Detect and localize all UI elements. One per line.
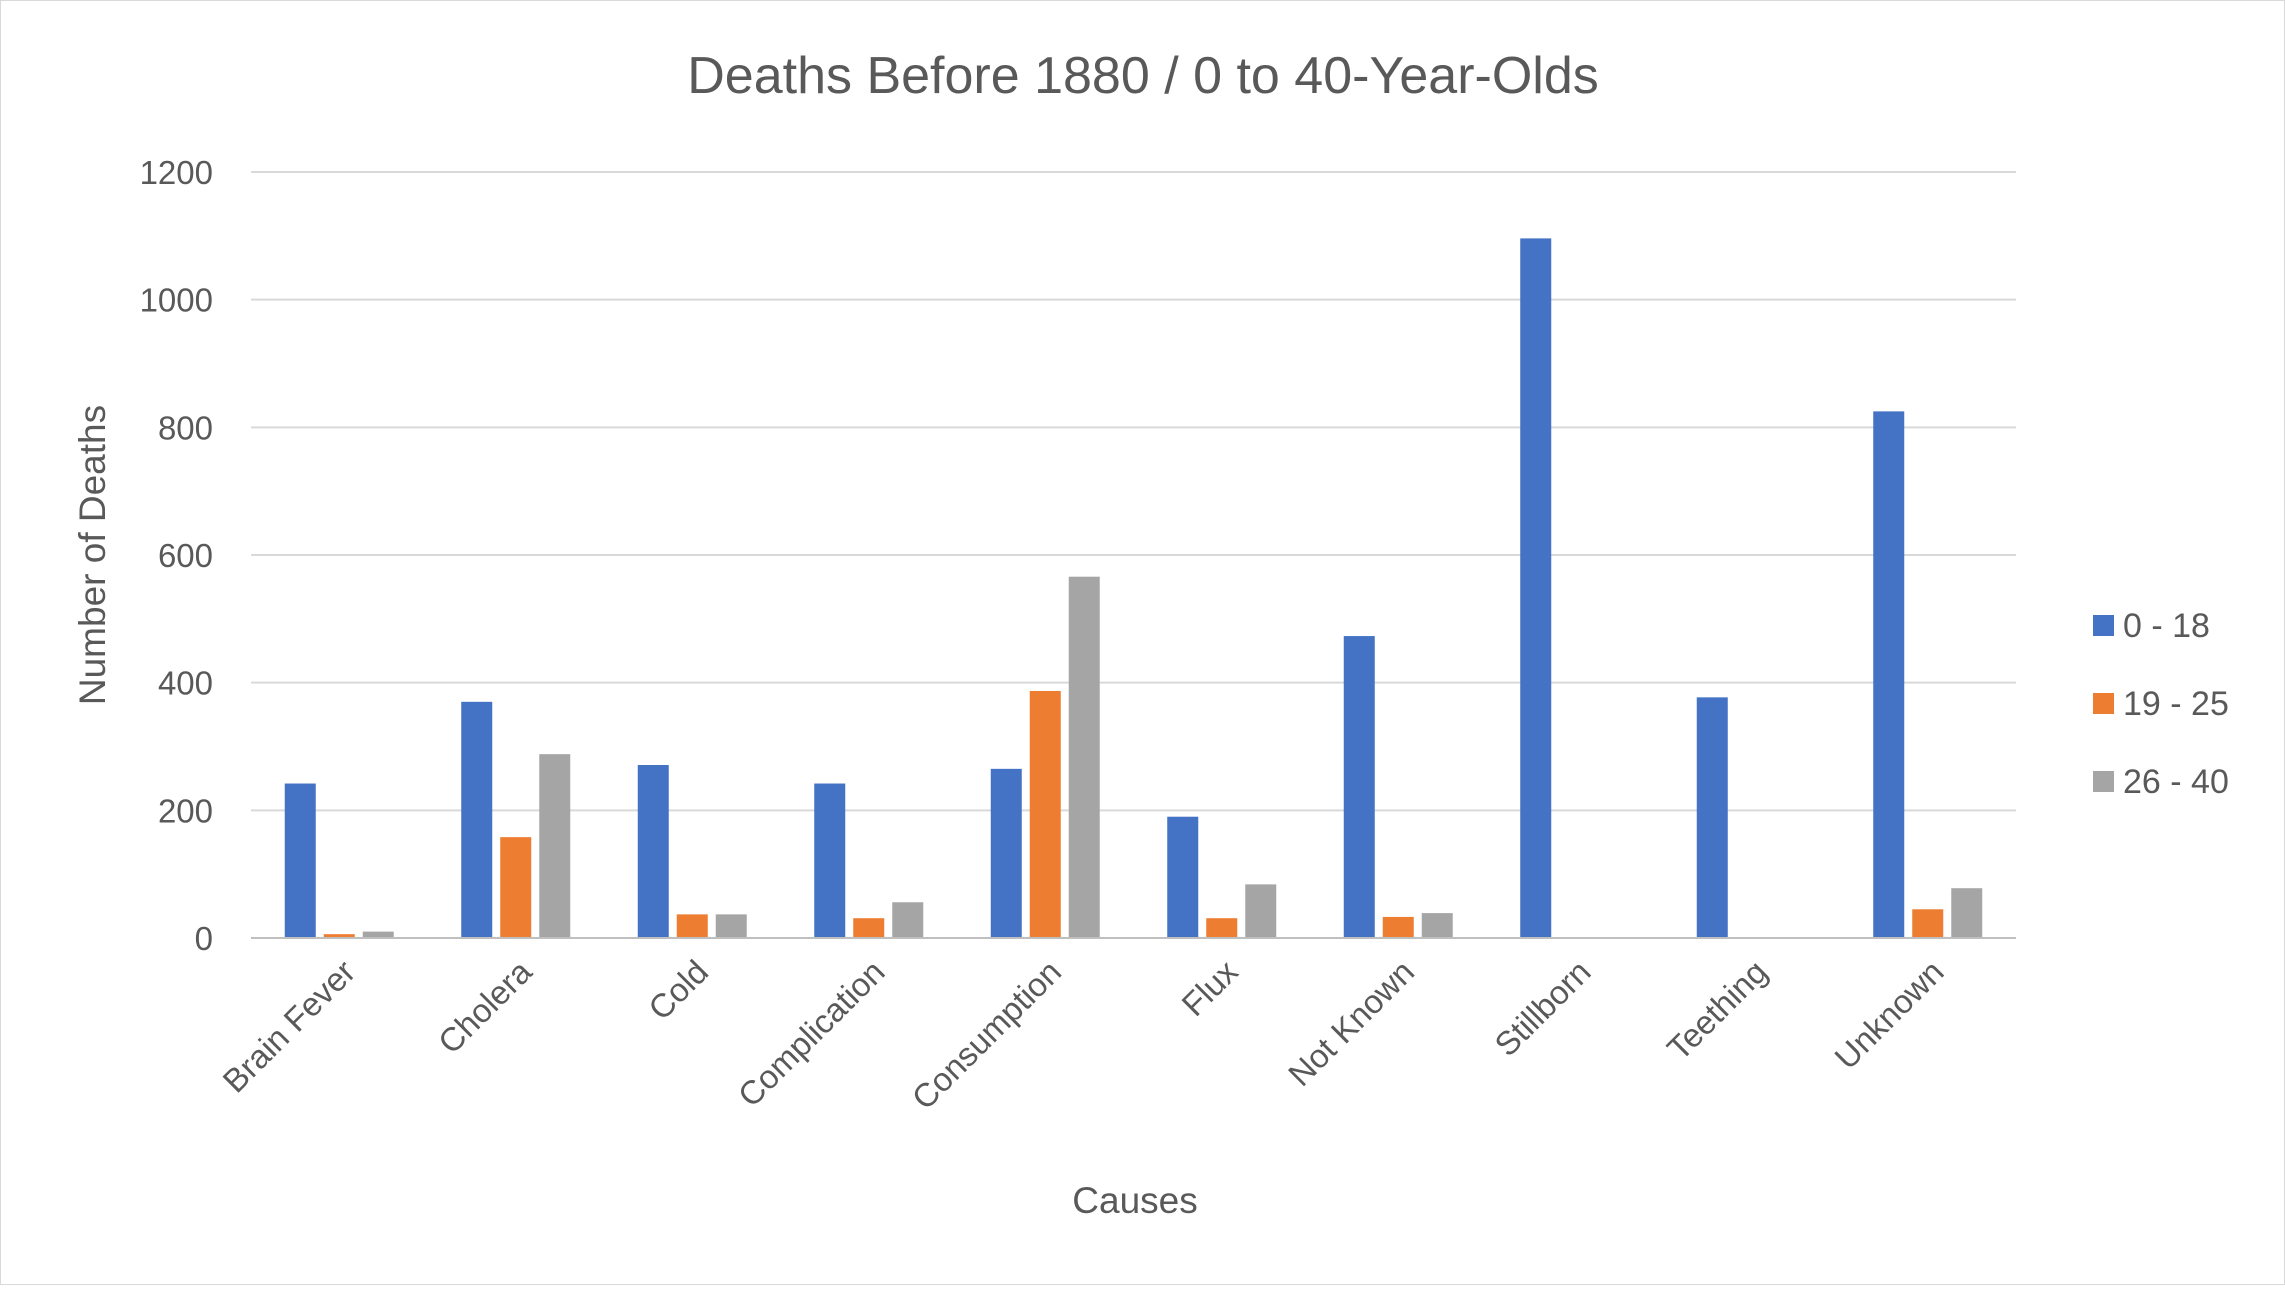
bar	[1343, 636, 1375, 938]
y-tick-label: 1200	[140, 154, 213, 191]
bar	[676, 914, 708, 938]
legend-label: 19 - 25	[2123, 685, 2229, 723]
y-tick-label: 600	[158, 537, 213, 574]
bar	[1382, 916, 1414, 938]
legend: 0 - 18 19 - 25 26 - 40	[2093, 607, 2229, 801]
bar	[500, 837, 532, 938]
bar	[1520, 238, 1552, 939]
bar	[990, 768, 1022, 938]
bar	[362, 931, 394, 938]
bar	[637, 765, 669, 938]
x-tick-label: Consumption	[905, 953, 1069, 1117]
legend-label: 26 - 40	[2123, 763, 2229, 801]
x-axis-title: Causes	[1072, 1180, 1197, 1221]
bar	[715, 914, 747, 938]
x-tick-label: Stillborn	[1487, 953, 1597, 1063]
bar	[1696, 697, 1728, 938]
x-tick-label: Flux	[1174, 952, 1245, 1023]
bar	[1068, 576, 1100, 938]
y-axis-tick-labels: 0 200 400 600 800 1000 1200	[140, 154, 213, 957]
bar	[539, 754, 571, 938]
y-axis-title: Number of Deaths	[72, 405, 113, 705]
bar	[1421, 913, 1453, 938]
gridlines	[251, 171, 2016, 812]
bar	[853, 918, 885, 938]
bar	[1029, 690, 1061, 938]
bar	[1912, 909, 1944, 938]
bar	[892, 902, 924, 938]
bars	[284, 238, 1983, 939]
x-tick-label: Not Known	[1281, 953, 1421, 1093]
y-tick-label: 1000	[140, 282, 213, 319]
bar	[323, 934, 355, 938]
y-tick-label: 200	[158, 792, 213, 829]
bar	[461, 701, 493, 938]
x-tick-label: Unknown	[1827, 953, 1950, 1076]
legend-swatch	[2093, 693, 2114, 714]
bar	[814, 783, 846, 938]
legend-swatch	[2093, 615, 2114, 636]
x-tick-label: Brain Fever	[215, 953, 362, 1100]
chart-title: Deaths Before 1880 / 0 to 40-Year-Olds	[687, 47, 1599, 105]
y-tick-label: 800	[158, 409, 213, 446]
legend-label: 0 - 18	[2123, 607, 2210, 645]
bar	[1245, 884, 1277, 938]
bar	[1167, 816, 1199, 938]
x-axis-tick-labels: Brain Fever Cholera Cold Complication Consum…	[215, 952, 1950, 1116]
x-tick-label: Cold	[641, 953, 715, 1027]
legend-swatch	[2093, 771, 2114, 792]
y-tick-label: 0	[195, 920, 213, 957]
bar	[1873, 411, 1905, 938]
bar	[1206, 918, 1238, 938]
x-tick-label: Complication	[731, 953, 892, 1114]
y-tick-label: 400	[158, 665, 213, 702]
x-tick-label: Teething	[1660, 953, 1774, 1067]
x-tick-label: Cholera	[431, 952, 539, 1060]
bar	[1951, 888, 1983, 938]
bar	[284, 783, 316, 938]
